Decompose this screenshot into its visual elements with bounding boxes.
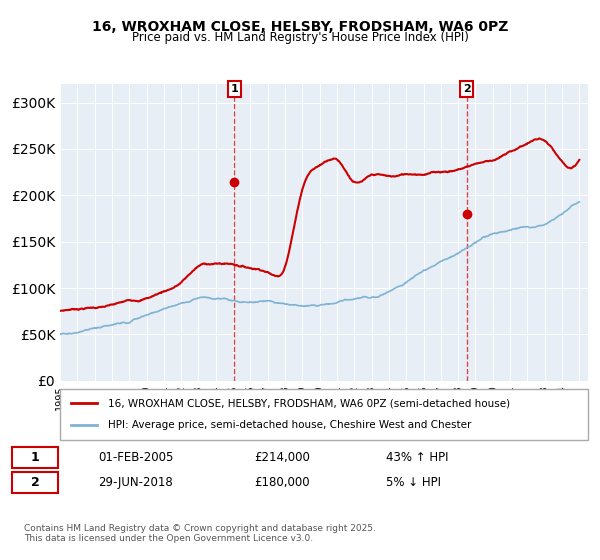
Text: 2: 2	[463, 84, 470, 94]
Text: 1: 1	[31, 451, 40, 464]
Text: Price paid vs. HM Land Registry's House Price Index (HPI): Price paid vs. HM Land Registry's House …	[131, 31, 469, 44]
Text: Contains HM Land Registry data © Crown copyright and database right 2025.
This d: Contains HM Land Registry data © Crown c…	[24, 524, 376, 543]
Text: £180,000: £180,000	[254, 476, 310, 489]
Text: 1: 1	[230, 84, 238, 94]
Text: HPI: Average price, semi-detached house, Cheshire West and Chester: HPI: Average price, semi-detached house,…	[107, 421, 471, 431]
Text: 01-FEB-2005: 01-FEB-2005	[98, 451, 174, 464]
Text: 16, WROXHAM CLOSE, HELSBY, FRODSHAM, WA6 0PZ (semi-detached house): 16, WROXHAM CLOSE, HELSBY, FRODSHAM, WA6…	[107, 398, 509, 408]
Text: 5% ↓ HPI: 5% ↓ HPI	[386, 476, 442, 489]
Text: 2: 2	[31, 476, 40, 489]
Text: 43% ↑ HPI: 43% ↑ HPI	[386, 451, 449, 464]
FancyBboxPatch shape	[60, 389, 588, 440]
FancyBboxPatch shape	[12, 447, 58, 468]
Text: 16, WROXHAM CLOSE, HELSBY, FRODSHAM, WA6 0PZ: 16, WROXHAM CLOSE, HELSBY, FRODSHAM, WA6…	[92, 20, 508, 34]
FancyBboxPatch shape	[12, 472, 58, 493]
Text: £214,000: £214,000	[254, 451, 310, 464]
Text: 29-JUN-2018: 29-JUN-2018	[98, 476, 173, 489]
